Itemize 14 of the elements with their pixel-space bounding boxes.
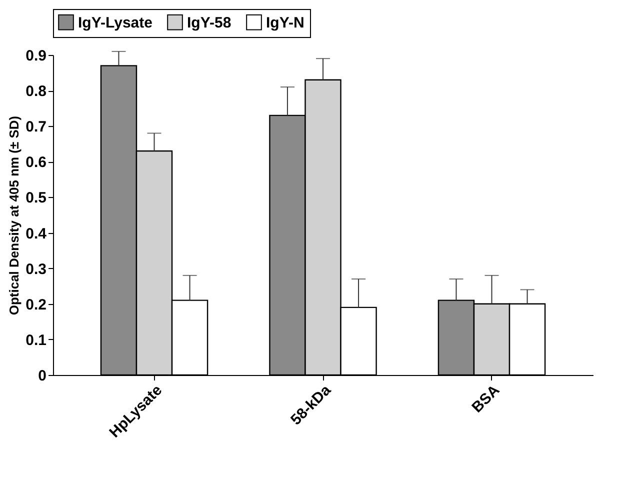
y-axis-title: Optical Density at 405 nm (± SD) (6, 116, 22, 316)
legend-label: IgY-N (266, 14, 304, 32)
y-tick-label: 0.4 (26, 225, 48, 242)
legend-label: IgY-58 (187, 14, 232, 32)
y-tick-label: 0.9 (26, 48, 46, 64)
y-tick-label: 0.2 (26, 296, 46, 314)
y-tick-label: 0.3 (26, 260, 46, 278)
legend-label: IgY-Lysate (78, 14, 152, 32)
y-tick-label: 0.6 (26, 154, 46, 172)
y-tick-label: 0.5 (26, 190, 46, 207)
y-tick-label: 0 (38, 368, 46, 384)
y-tick-label: 0.8 (26, 83, 46, 100)
y-tick-label: 0.7 (26, 118, 46, 136)
y-tick-label: 0.1 (26, 332, 46, 349)
